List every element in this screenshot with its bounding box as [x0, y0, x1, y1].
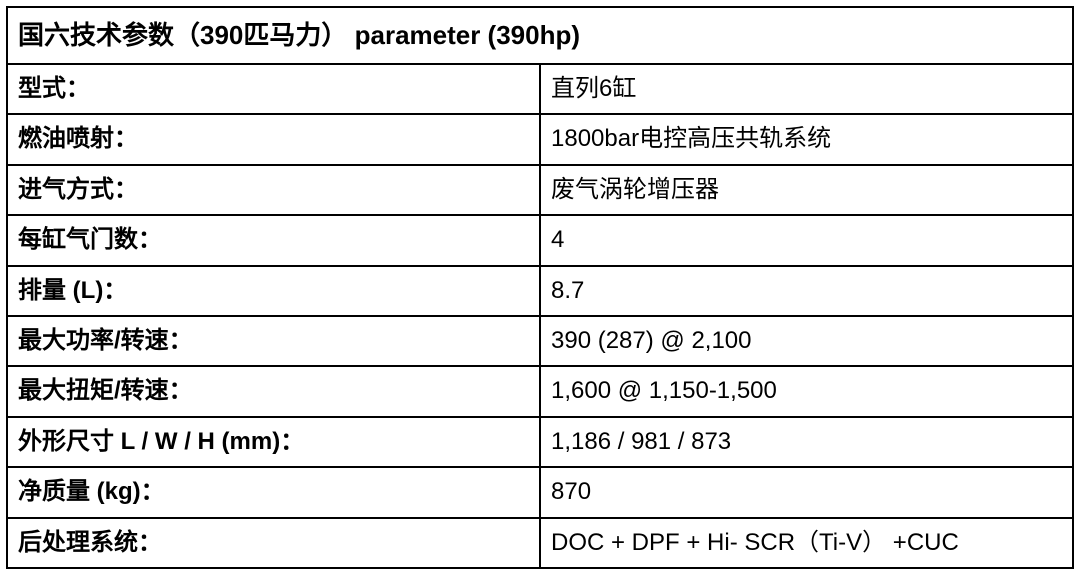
row-value: 390 (287) @ 2,100 [540, 316, 1073, 366]
table-body: 型式： 直列6缸 燃油喷射： 1800bar电控高压共轨系统 进气方式： 废气涡… [7, 64, 1073, 568]
table-row: 燃油喷射： 1800bar电控高压共轨系统 [7, 114, 1073, 164]
table-row: 型式： 直列6缸 [7, 64, 1073, 114]
table-row: 净质量 (kg)： 870 [7, 467, 1073, 517]
row-label: 最大功率/转速： [7, 316, 540, 366]
row-label: 排量 (L)： [7, 266, 540, 316]
row-label: 每缸气门数： [7, 215, 540, 265]
row-label: 最大扭矩/转速： [7, 366, 540, 416]
row-value: 8.7 [540, 266, 1073, 316]
row-label: 燃油喷射： [7, 114, 540, 164]
row-label: 后处理系统： [7, 518, 540, 568]
row-value: 1,186 / 981 / 873 [540, 417, 1073, 467]
row-value: 4 [540, 215, 1073, 265]
table-header-row: 国六技术参数（390匹马力） parameter (390hp) [7, 7, 1073, 64]
table-title: 国六技术参数（390匹马力） parameter (390hp) [7, 7, 1073, 64]
table-row: 每缸气门数： 4 [7, 215, 1073, 265]
row-label: 型式： [7, 64, 540, 114]
row-value: DOC + DPF + Hi- SCR（Ti-V） +CUC [540, 518, 1073, 568]
spec-table-container: 国六技术参数（390匹马力） parameter (390hp) 型式： 直列6… [6, 6, 1074, 569]
table-row: 排量 (L)： 8.7 [7, 266, 1073, 316]
row-value: 废气涡轮增压器 [540, 165, 1073, 215]
table-row: 后处理系统： DOC + DPF + Hi- SCR（Ti-V） +CUC [7, 518, 1073, 568]
row-label: 外形尺寸 L / W / H (mm)： [7, 417, 540, 467]
row-label: 进气方式： [7, 165, 540, 215]
row-value: 直列6缸 [540, 64, 1073, 114]
row-value: 870 [540, 467, 1073, 517]
row-value: 1800bar电控高压共轨系统 [540, 114, 1073, 164]
spec-table: 国六技术参数（390匹马力） parameter (390hp) 型式： 直列6… [6, 6, 1074, 569]
table-row: 最大扭矩/转速： 1,600 @ 1,150-1,500 [7, 366, 1073, 416]
table-row: 进气方式： 废气涡轮增压器 [7, 165, 1073, 215]
row-value: 1,600 @ 1,150-1,500 [540, 366, 1073, 416]
row-label: 净质量 (kg)： [7, 467, 540, 517]
table-row: 外形尺寸 L / W / H (mm)： 1,186 / 981 / 873 [7, 417, 1073, 467]
table-row: 最大功率/转速： 390 (287) @ 2,100 [7, 316, 1073, 366]
